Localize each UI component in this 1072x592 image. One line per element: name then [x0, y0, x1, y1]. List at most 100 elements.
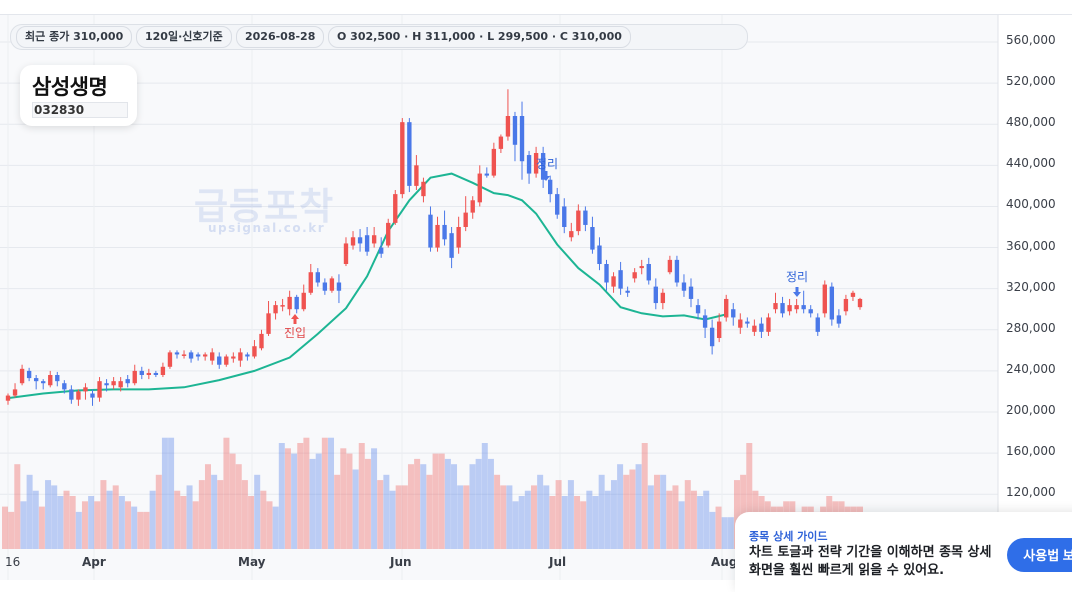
candle-body — [301, 292, 306, 310]
volume-bar — [457, 485, 464, 549]
candle-body — [716, 321, 722, 339]
guide-text: 차트 토글과 전략 기간을 이해하면 종목 상세 화면을 훨씬 빠르게 읽을 수… — [749, 545, 992, 578]
candle-body — [463, 212, 468, 228]
volume-bar — [666, 490, 673, 549]
candle-body — [618, 270, 623, 289]
candle-body — [857, 298, 863, 308]
volume-bar — [389, 490, 396, 549]
candle-body — [336, 282, 342, 291]
candle-body — [498, 136, 504, 149]
candle-body — [822, 284, 827, 314]
volume-bar — [254, 474, 261, 549]
volume-bar — [278, 443, 285, 549]
candle-body — [555, 194, 560, 215]
candle-body — [364, 235, 370, 252]
candle-body — [174, 352, 180, 355]
volume-bar — [38, 506, 45, 549]
candle-body — [118, 381, 123, 388]
candle-body — [709, 327, 715, 347]
volume-bar — [8, 511, 15, 549]
candle-body — [674, 259, 680, 283]
candle-body — [639, 266, 644, 269]
volume-bar — [45, 480, 52, 549]
volume-bar — [610, 480, 617, 549]
exit-signal-label-2: 정리 — [786, 270, 809, 284]
x-axis-tick-label: Aug — [711, 555, 738, 569]
volume-bar — [75, 511, 82, 549]
candle-body — [407, 122, 412, 186]
volume-bar — [2, 506, 8, 549]
volume-bar — [266, 501, 273, 549]
candle-body — [850, 292, 856, 297]
volume-bar — [463, 485, 470, 549]
volume-bar — [211, 474, 218, 549]
volume-bar — [223, 437, 230, 549]
volume-bar — [174, 490, 181, 549]
candle-body — [55, 375, 60, 382]
candle-body — [26, 370, 32, 379]
candle-body — [5, 395, 11, 401]
how-to-use-button[interactable]: 사용법 보기 — [1007, 538, 1072, 572]
volume-bar — [328, 437, 335, 549]
volume-bar — [63, 490, 70, 549]
candle-body — [681, 282, 687, 291]
date-badge: 2026-08-28 — [236, 26, 325, 48]
candle-body — [217, 356, 222, 365]
candle-body — [653, 286, 658, 304]
volume-bar — [371, 448, 378, 549]
y-axis-tick-label: 560,000 — [1006, 33, 1056, 47]
volume-bar — [635, 464, 642, 549]
watermark-logo: 급등포착 — [194, 185, 335, 228]
candle-body — [12, 389, 18, 396]
volume-bar — [14, 464, 21, 549]
candle-body — [62, 383, 67, 390]
volume-bar — [20, 501, 27, 549]
candle-body — [90, 393, 95, 398]
candle-body — [202, 354, 208, 357]
price-chart[interactable] — [0, 15, 1072, 580]
x-axis-tick-label: 16 — [5, 555, 21, 569]
candle-body — [505, 116, 511, 137]
volume-bar — [260, 490, 267, 549]
candle-body — [139, 370, 144, 376]
candle-body — [371, 235, 377, 244]
candle-body — [132, 370, 137, 384]
candle-body — [843, 298, 849, 312]
volume-bar — [100, 480, 107, 549]
volume-bar — [137, 511, 144, 549]
candle-body — [210, 352, 215, 361]
volume-bar — [155, 474, 162, 549]
volume-bar — [377, 480, 384, 549]
volume-bar — [395, 485, 402, 549]
y-axis-tick-label: 440,000 — [1006, 156, 1056, 171]
candle-body — [787, 305, 792, 312]
candle-body — [33, 378, 39, 382]
y-axis-tick-label: 120,000 — [1006, 485, 1056, 500]
chart-panel — [0, 14, 1072, 580]
candle-body — [569, 231, 574, 238]
ohlc-badge: O 302,500 · H 311,000 · L 299,500 · C 31… — [328, 26, 631, 48]
volume-bar — [241, 480, 248, 549]
y-axis-tick-label: 160,000 — [1006, 444, 1056, 459]
candle-body — [801, 305, 806, 310]
candle-body — [83, 387, 88, 392]
volume-bar — [352, 469, 359, 549]
volume-bar — [125, 501, 132, 549]
candle-body — [280, 305, 285, 307]
volume-bar — [660, 474, 667, 549]
candle-body — [188, 352, 194, 359]
volume-bar — [334, 474, 341, 549]
stock-code: 032830 — [32, 102, 128, 118]
y-axis-tick-label: 360,000 — [1006, 238, 1056, 253]
volume-bar — [315, 453, 322, 549]
candle-body — [350, 237, 356, 246]
volume-bar — [678, 501, 685, 549]
candle-body — [597, 245, 602, 265]
volume-bar — [561, 496, 568, 549]
candle-body — [836, 315, 842, 324]
volume-bar — [297, 443, 304, 549]
period-badge[interactable]: 120일·신호기준 — [136, 26, 232, 48]
volume-bar — [432, 453, 439, 549]
candle-body — [329, 278, 335, 291]
volume-bar — [284, 448, 291, 549]
